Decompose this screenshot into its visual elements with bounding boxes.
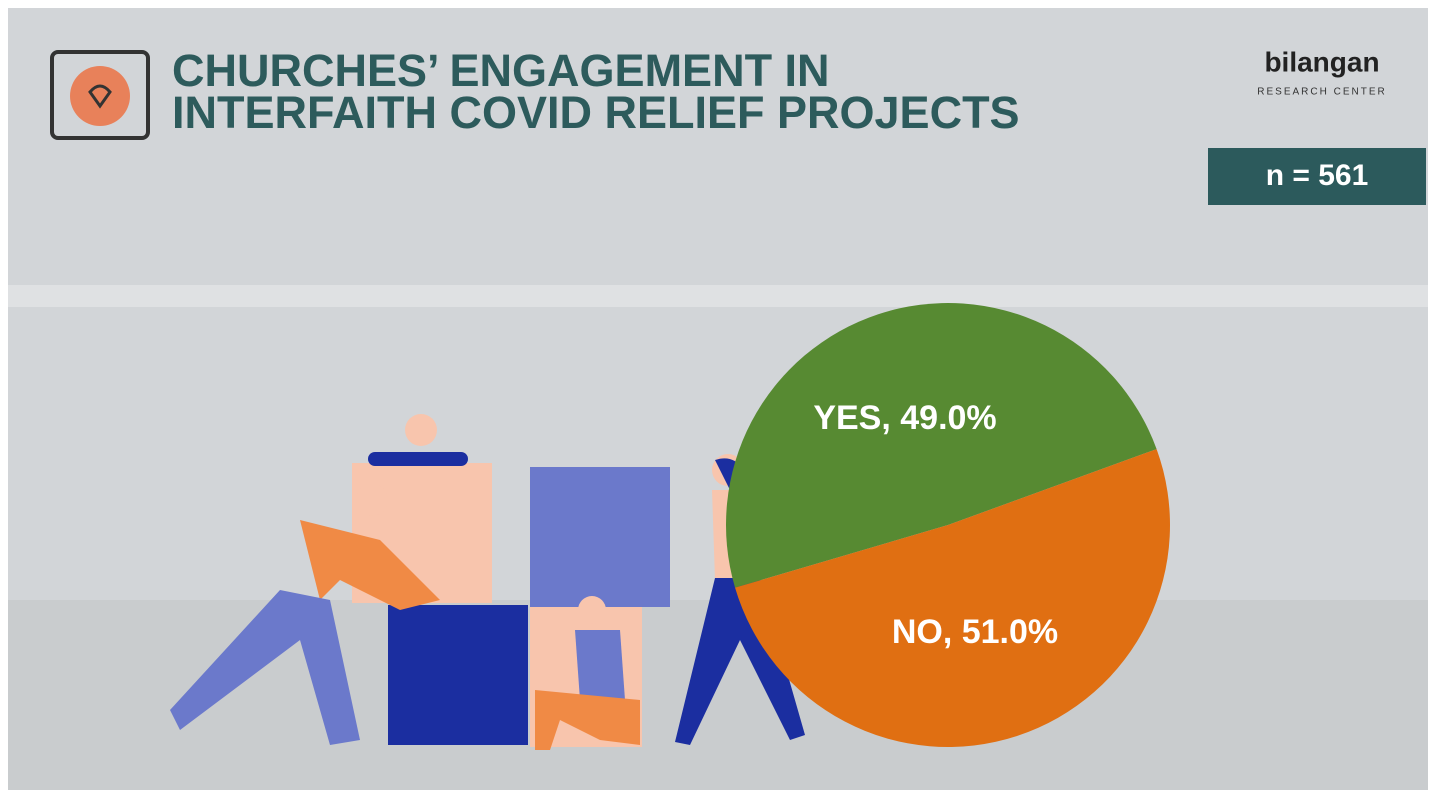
- pie: YES, 49.0% NO, 51.0%: [725, 302, 1170, 747]
- sample-size: n = 561: [1266, 159, 1369, 192]
- chart-title: INTERFAITH COVID RELIEF PROJECTS: [172, 87, 1020, 138]
- logo-subtitle: RESEARCH CENTER: [1257, 87, 1386, 98]
- sample-box: [1208, 148, 1426, 205]
- illustration: [170, 414, 805, 750]
- slice-label: YES, 49.0%: [813, 399, 996, 437]
- slice-label: NO, 51.0%: [892, 613, 1058, 651]
- wall-band: [8, 285, 1428, 307]
- chart-title: CHURCHES’ ENGAGEMENT IN: [172, 45, 830, 96]
- pie-slice: [725, 302, 1157, 588]
- hands-icon: [50, 50, 150, 140]
- logo-name: bilangan: [1264, 46, 1379, 77]
- pie-slice: [735, 449, 1170, 747]
